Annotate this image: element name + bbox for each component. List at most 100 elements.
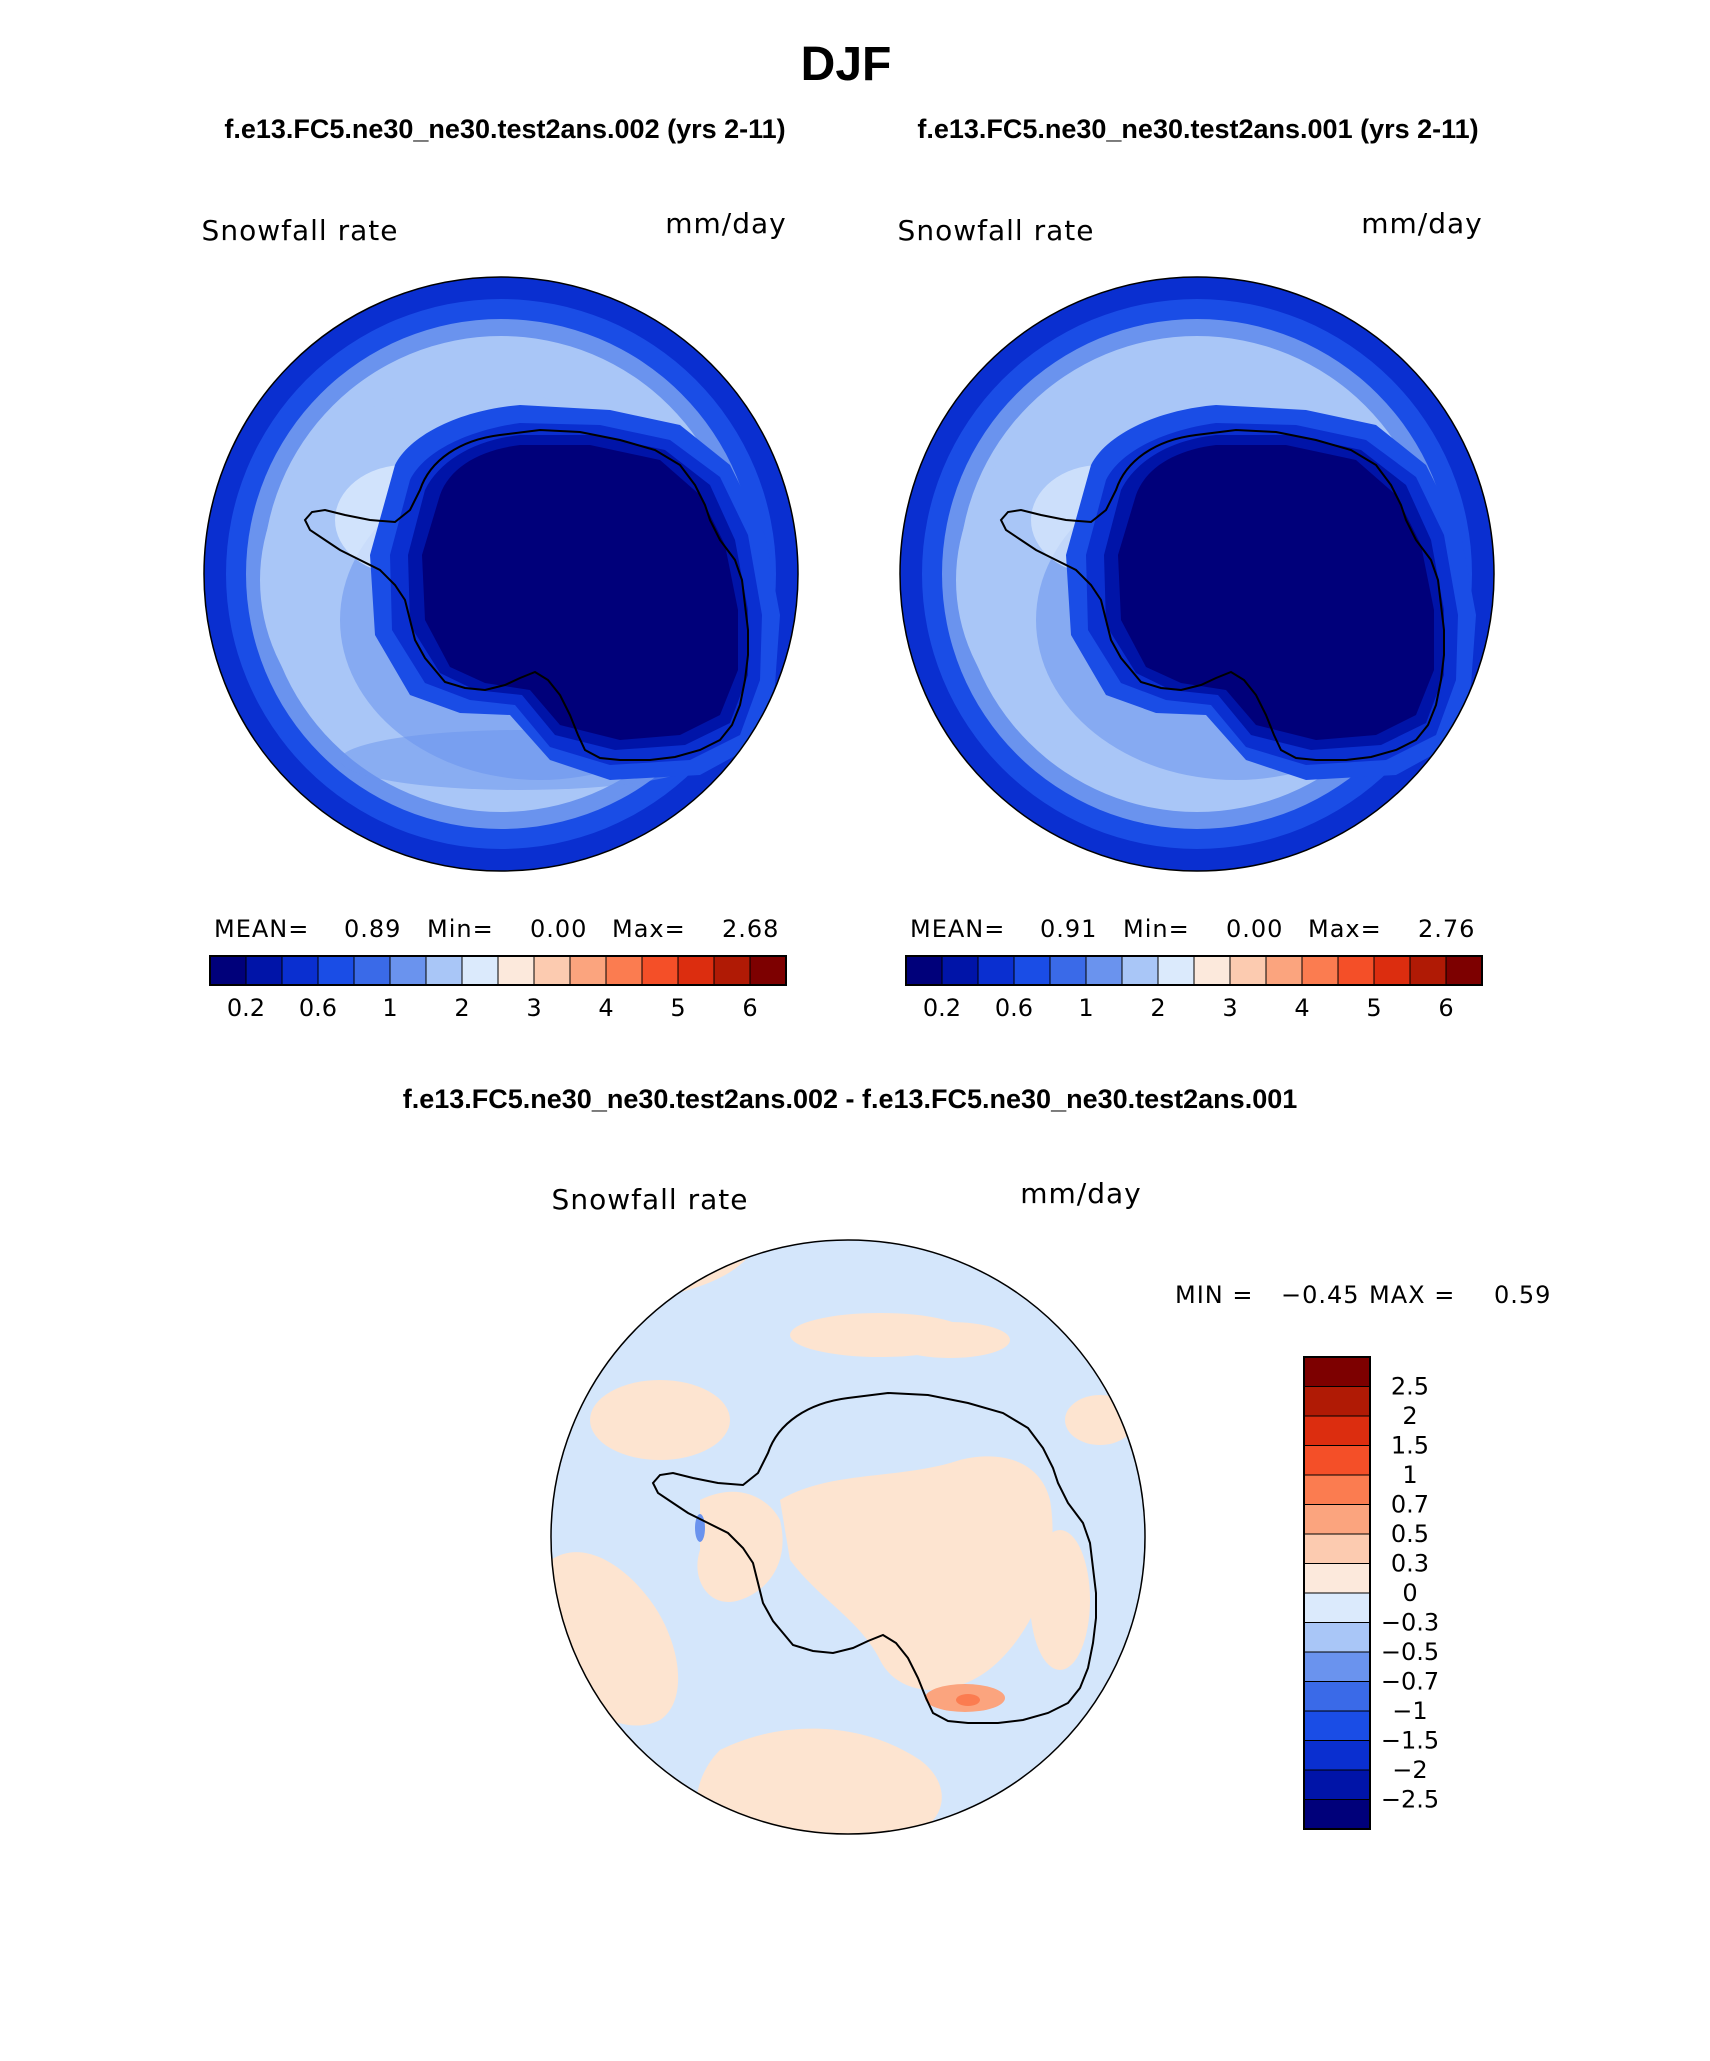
colorbar-swatch [1303, 1445, 1371, 1476]
colorbar-tick-label: 0.5 [1391, 1520, 1429, 1548]
colorbar-swatch [1013, 955, 1051, 986]
panel-a-stats: MEAN= 0.89 Min= 0.00 Max= 2.68 [214, 915, 779, 943]
colorbar-swatch [1085, 955, 1123, 986]
colorbar-tick-label: 1 [1402, 1461, 1417, 1489]
colorbar-swatch [497, 955, 535, 986]
colorbar-tick-label: 2 [1150, 994, 1165, 1022]
season-title: DJF [801, 38, 892, 91]
colorbar-frame [905, 955, 1483, 986]
colorbar-tick-label: 3 [526, 994, 541, 1022]
colorbar-tick-label: 1.5 [1391, 1432, 1429, 1460]
panel-b-mean-value: 0.91 [1040, 915, 1097, 943]
colorbar-swatch [1303, 1651, 1371, 1682]
panel-b-max-label: Max= [1308, 915, 1382, 943]
left-case-title: f.e13.FC5.ne30_ne30.test2ans.002 (yrs 2-… [224, 114, 785, 144]
panel-b-max-value: 2.76 [1418, 915, 1475, 943]
colorbar-swatch [1303, 1356, 1371, 1387]
colorbar-swatch [317, 955, 355, 986]
panel-b-map [900, 277, 1494, 871]
colorbar-swatch [1303, 1504, 1371, 1535]
colorbar-tick-label: 2 [1402, 1402, 1417, 1430]
colorbar-swatch [1049, 955, 1087, 986]
colorbar-swatch [1303, 1740, 1371, 1771]
colorbar-tick-label: 0.3 [1391, 1550, 1429, 1578]
colorbar-swatch [941, 955, 979, 986]
colorbar-swatch [281, 955, 319, 986]
colorbar-tick-label: 6 [1438, 994, 1453, 1022]
colorbar-swatch [1265, 955, 1303, 986]
colorbar-swatch [1303, 1563, 1371, 1594]
colorbar-swatch [1337, 955, 1375, 986]
panel-b-min-value: 0.00 [1226, 915, 1283, 943]
panel-diff-colorbar: 2.521.510.70.50.30−0.3−0.5−0.7−1−1.5−2−2… [1303, 1356, 1439, 1830]
panel-b-outline [899, 276, 1495, 872]
colorbar-swatch [533, 955, 571, 986]
panel-b: Snowfall rate mm/day MEAN= 0.91 Min= [898, 207, 1495, 1022]
panel-a-min-label: Min= [427, 915, 494, 943]
panel-diff-max-label: MAX = [1369, 1281, 1455, 1309]
panel-b-colorbar: 0.2 0.6 1 2 3 4 5 6 [905, 955, 1483, 1022]
colorbar-tick-label: −0.5 [1381, 1638, 1439, 1666]
colorbar-swatch [425, 955, 463, 986]
colorbar-swatch [1303, 1710, 1371, 1741]
colorbar-swatch [1229, 955, 1267, 986]
colorbar-tick-label: 5 [1366, 994, 1381, 1022]
panel-diff-map [551, 1240, 1145, 1834]
colorbar-tick-label: 5 [670, 994, 685, 1022]
panel-a-colorbar: 0.2 0.6 1 2 3 4 5 6 [209, 955, 787, 1022]
panel-b-variable: Snowfall rate [898, 214, 1095, 247]
colorbar-tick-label: −1.5 [1381, 1727, 1439, 1755]
panel-b-mean-label: MEAN= [910, 915, 1005, 943]
colorbar-swatch [713, 955, 751, 986]
colorbar-frame [209, 955, 787, 986]
panel-b-units: mm/day [1361, 207, 1483, 240]
colorbar-frame [1303, 1356, 1371, 1830]
colorbar-swatch [749, 955, 787, 986]
colorbar-tick-label: 0.6 [995, 994, 1033, 1022]
colorbar-tick-label: 2.5 [1391, 1373, 1429, 1401]
colorbar-tick-label: −2.5 [1381, 1786, 1439, 1814]
colorbar-swatch [1303, 1474, 1371, 1505]
colorbar-swatch [977, 955, 1015, 986]
colorbar-swatch [641, 955, 679, 986]
panel-a-mean-label: MEAN= [214, 915, 309, 943]
colorbar-swatch [1303, 1769, 1371, 1800]
panel-diff-units: mm/day [1020, 1177, 1142, 1210]
colorbar-swatch [569, 955, 607, 986]
colorbar-swatch [1193, 955, 1231, 986]
colorbar-tick-label: −1 [1392, 1697, 1427, 1725]
colorbar-swatch [1303, 1386, 1371, 1417]
colorbar-swatch [605, 955, 643, 986]
colorbar-tick-label: 0.2 [923, 994, 961, 1022]
colorbar-tick-label: 0.2 [227, 994, 265, 1022]
panel-diff-outline [550, 1239, 1146, 1835]
colorbar-swatch [1303, 1533, 1371, 1564]
panel-a: Snowfall rate mm/day MEAN= 0.89 Min= [202, 207, 799, 1022]
colorbar-swatch [1445, 955, 1483, 986]
colorbar-tick-label: 6 [742, 994, 757, 1022]
panel-a-map [204, 277, 798, 871]
colorbar-swatch [677, 955, 715, 986]
colorbar-tick-label: −0.7 [1381, 1668, 1439, 1696]
colorbar-tick-label: 4 [598, 994, 613, 1022]
colorbar-swatch [1303, 1415, 1371, 1446]
colorbar-tick-label: 3 [1222, 994, 1237, 1022]
colorbar-tick-label: 1 [1078, 994, 1093, 1022]
panel-a-mean-value: 0.89 [344, 915, 401, 943]
colorbar-swatch [461, 955, 499, 986]
panel-a-max-value: 2.68 [722, 915, 779, 943]
colorbar-swatch [905, 955, 943, 986]
colorbar-swatch [1301, 955, 1339, 986]
panel-diff: Snowfall rate mm/day MIN = −0.45 MAX = 0… [550, 1177, 1550, 1835]
colorbar-tick-label: 4 [1294, 994, 1309, 1022]
panel-a-min-value: 0.00 [530, 915, 587, 943]
colorbar-swatch [1157, 955, 1195, 986]
colorbar-tick-label: 0.6 [299, 994, 337, 1022]
colorbar-tick-label: 2 [454, 994, 469, 1022]
panel-b-min-label: Min= [1123, 915, 1190, 943]
panel-b-stats: MEAN= 0.91 Min= 0.00 Max= 2.76 [910, 915, 1475, 943]
panel-diff-min-label: MIN = [1175, 1281, 1253, 1309]
colorbar-swatch [1121, 955, 1159, 986]
colorbar-swatch [1303, 1592, 1371, 1623]
